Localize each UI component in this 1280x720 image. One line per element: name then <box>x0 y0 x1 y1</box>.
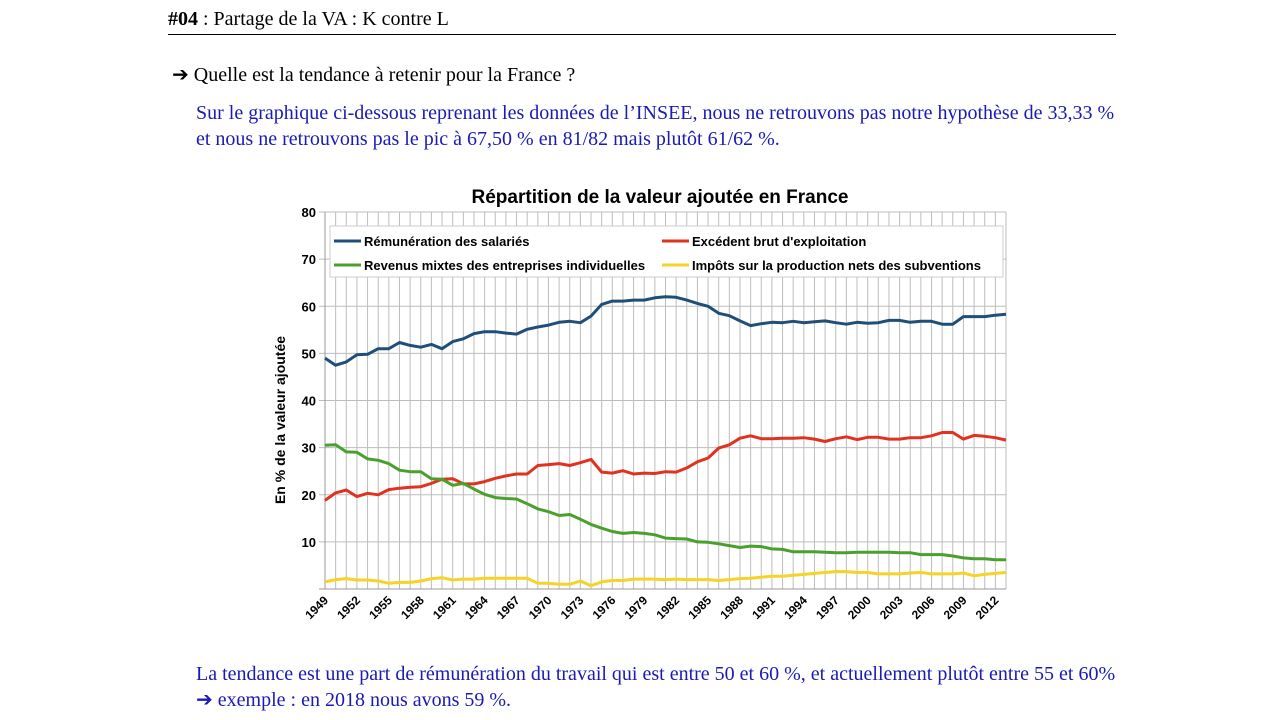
x-tick-label: 1955 <box>366 593 395 622</box>
x-tick-label: 1949 <box>302 593 331 622</box>
x-tick-label: 2006 <box>909 593 938 622</box>
series-lines <box>324 295 1007 588</box>
x-tick-label: 1976 <box>590 593 619 622</box>
series-line <box>324 570 1007 588</box>
legend-label: Excédent brut d'exploitation <box>692 234 866 249</box>
question: ➔ Quelle est la tendance à retenir pour … <box>172 62 575 87</box>
series-line <box>324 431 1007 502</box>
y-tick-label: 30 <box>302 441 316 456</box>
x-tick-label: 1952 <box>334 593 363 622</box>
x-tick-label: 1970 <box>526 593 555 622</box>
arrow-icon: ➔ <box>196 689 213 711</box>
x-tick-label: 1991 <box>749 593 778 622</box>
conclusion-example: exemple : en 2018 nous avons 59 %. <box>212 689 512 711</box>
x-tick-label: 2003 <box>877 593 906 622</box>
x-tick-label: 1979 <box>622 593 651 622</box>
x-tick-label: 2009 <box>941 593 970 622</box>
legend-label: Impôts sur la production nets des subven… <box>692 258 981 273</box>
legend-label: Rémunération des salariés <box>364 234 529 249</box>
y-tick-label: 10 <box>302 535 316 550</box>
slide-title: : Partage de la VA : K contre L <box>198 8 449 30</box>
x-tick-label: 1994 <box>781 593 810 622</box>
x-tick-label: 1982 <box>653 593 682 622</box>
y-tick-label: 80 <box>302 205 316 220</box>
x-tick-label: 1958 <box>398 593 427 622</box>
y-tick-label: 20 <box>302 488 316 503</box>
legend-label: Revenus mixtes des entreprises individue… <box>364 258 645 273</box>
y-tick-label: 70 <box>302 252 316 267</box>
x-tick-label: 2012 <box>973 593 1002 622</box>
slide-header: #04 : Partage de la VA : K contre L <box>168 8 449 31</box>
x-tick-label: 1988 <box>717 593 746 622</box>
y-tick-label: 60 <box>302 299 316 314</box>
x-ticks: 1949 1952 1955 1958 1961 1964 1967 1970 1973 1976… <box>302 593 1001 622</box>
y-axis-label: En % de la valeur ajoutée <box>272 336 288 504</box>
y-tick-label: 40 <box>302 394 316 409</box>
header-divider <box>168 34 1116 35</box>
question-text: Quelle est la tendance à retenir pour la… <box>188 64 576 86</box>
series-line <box>324 443 1006 562</box>
x-tick-label: 1961 <box>430 593 459 622</box>
x-tick-label: 1973 <box>558 593 587 622</box>
y-ticks: 10 20 30 40 50 60 70 80 <box>302 205 316 550</box>
conclusion-text: La tendance est une part de rémunération… <box>196 663 1116 685</box>
x-tick-label: 1964 <box>462 593 491 622</box>
chart-title: Répartition de la valeur ajoutée en Fran… <box>472 187 849 208</box>
x-tick-label: 1985 <box>685 593 714 622</box>
arrow-icon: ➔ <box>172 64 189 86</box>
series-line <box>324 295 1007 367</box>
x-tick-label: 2000 <box>845 593 874 622</box>
legend-box <box>329 225 1004 278</box>
y-tick-label: 50 <box>302 346 316 361</box>
legend: Rémunération des salariés Excédent brut d… <box>329 225 1004 278</box>
x-tick-label: 1967 <box>494 593 523 622</box>
x-tick-label: 1997 <box>813 593 842 622</box>
paragraph-intro: Sur le graphique ci-dessous reprenant le… <box>196 102 1115 150</box>
paragraph-conclusion: La tendance est une part de rémunération… <box>196 661 1126 713</box>
slide-number: #04 <box>168 8 198 30</box>
